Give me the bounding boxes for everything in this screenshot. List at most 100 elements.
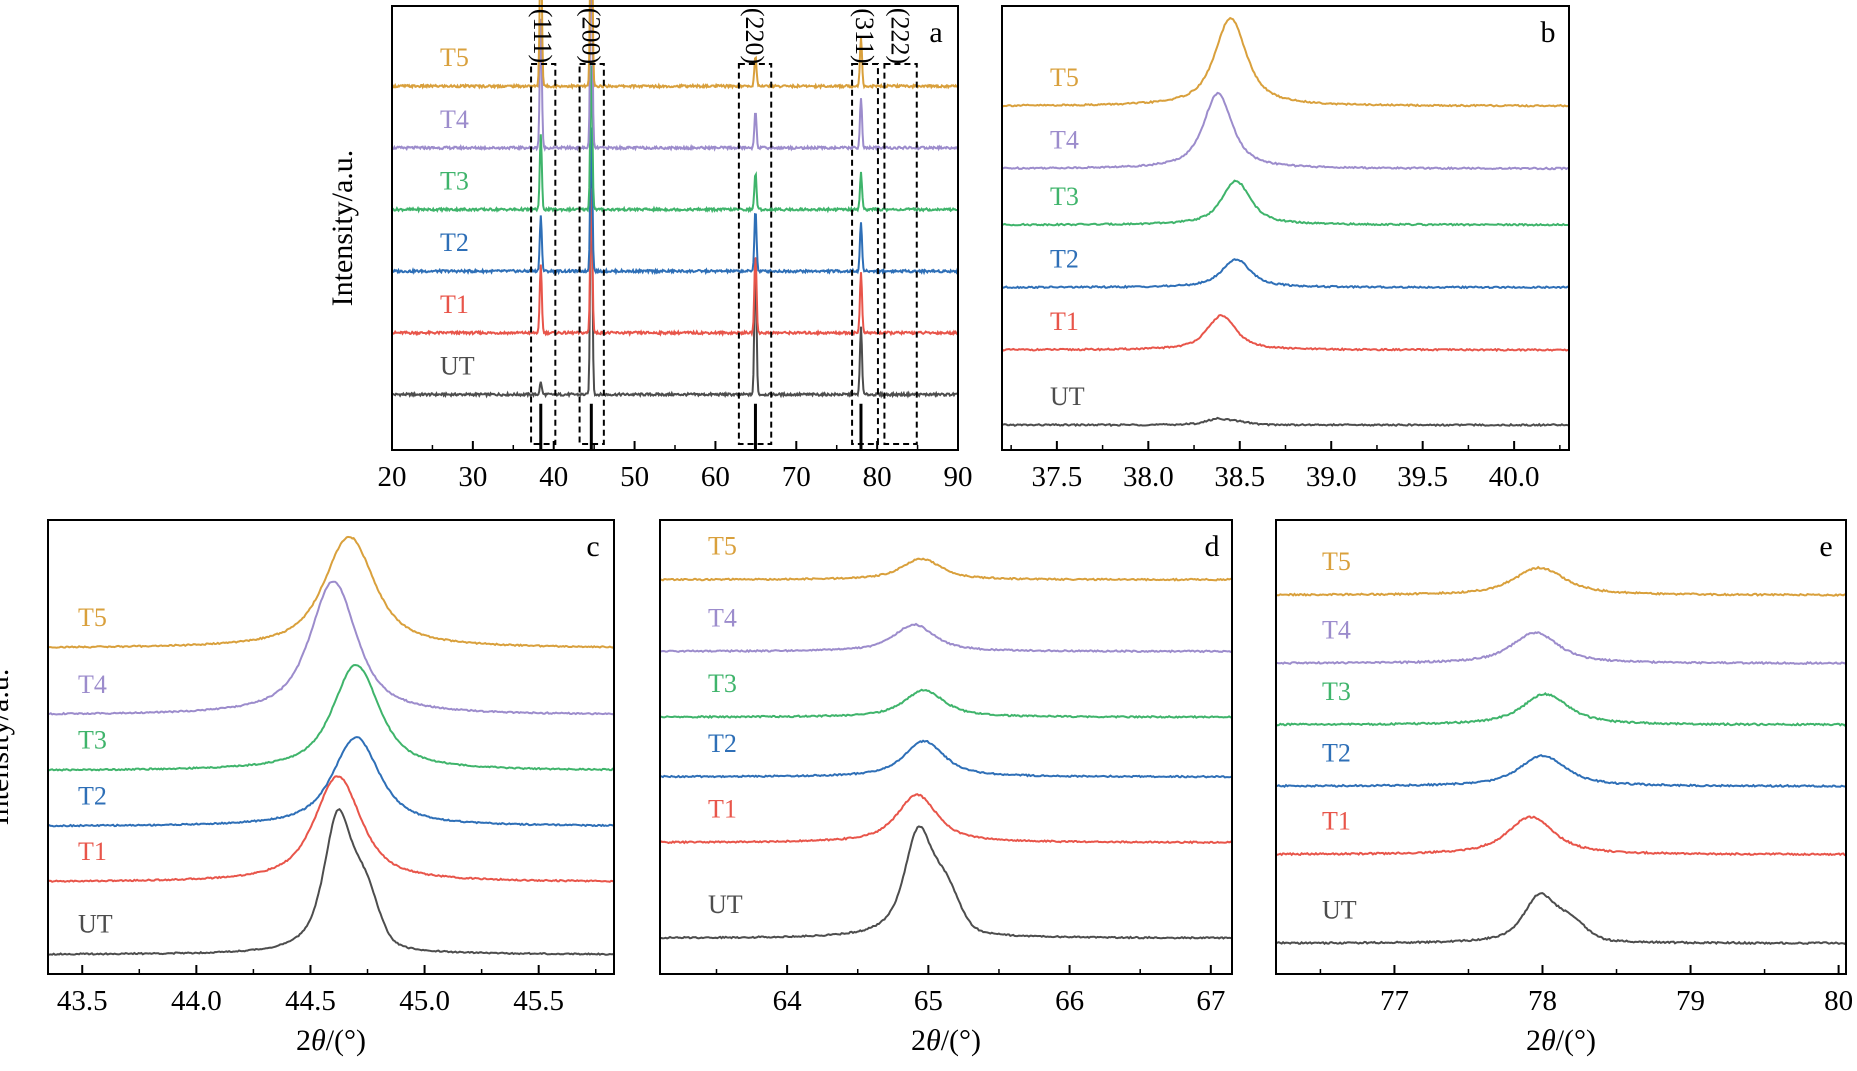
plot-frame: [47, 519, 615, 975]
x-tick-label: 64: [773, 985, 803, 1017]
series-label: T4: [708, 603, 737, 632]
series-line-T2: [391, 127, 959, 276]
peak-box: [883, 63, 918, 445]
x-tick-label: 66: [1055, 985, 1084, 1017]
series-line-T4: [47, 580, 615, 716]
x-tick-label: 65: [914, 985, 943, 1017]
series-label: T3: [78, 726, 107, 755]
series-label: T2: [708, 729, 737, 758]
series-label: T1: [1322, 807, 1351, 836]
x-axis-label: 2θ/(°): [911, 1024, 981, 1057]
series-label: T2: [1322, 738, 1351, 767]
peak-label: (311): [850, 8, 879, 63]
panel-letter: b: [1541, 16, 1556, 49]
panel-e: UT T1 T2 T3 T4 T5 77 78 79 80 e 2θ/(°): [1275, 519, 1853, 1057]
peak-label: (222): [886, 8, 915, 64]
x-tick-label: 37.5: [1031, 461, 1082, 493]
panel-letter: c: [586, 530, 599, 563]
series-label: T3: [708, 669, 737, 698]
x-axis-label: 2θ/(°): [1526, 1024, 1596, 1057]
series-label: T3: [1050, 182, 1079, 211]
series-label: UT: [440, 352, 475, 381]
series-line-T4: [1002, 91, 1569, 171]
series-line-T3: [47, 663, 615, 772]
y-axis-label: Intensity/a.u.: [326, 150, 359, 307]
series-label: T4: [1050, 126, 1079, 155]
peak-label: (200): [577, 8, 606, 64]
x-tick-label: 30: [458, 461, 487, 493]
series-line-T3: [391, 62, 959, 214]
peak-box: [530, 63, 557, 445]
series-line-T1: [1276, 815, 1847, 857]
series-label: T5: [440, 43, 469, 72]
panel-b: UT T1 T2 T3 T4 T5 37.5 38.0 38.5 39.0 39.5 40.0 b: [1001, 5, 1570, 493]
series-label: T3: [1322, 677, 1351, 706]
y-axis-label: Intensity/a.u.: [0, 669, 15, 826]
x-tick-label: 77: [1380, 985, 1409, 1017]
plot-frame: [1275, 519, 1847, 975]
series-label: T2: [1050, 244, 1079, 273]
series-line-UT: [391, 162, 959, 399]
peak-box: [851, 63, 879, 445]
x-tick-label: 80: [863, 461, 892, 493]
x-tick-label: 45.5: [513, 985, 564, 1017]
series-label: T5: [1050, 63, 1079, 92]
x-tick-label: 20: [378, 461, 407, 493]
x-tick-label: 78: [1528, 985, 1557, 1017]
peak-box: [737, 63, 773, 445]
series-label: T5: [1322, 547, 1351, 576]
x-tick-label: 79: [1676, 985, 1705, 1017]
x-tick-label: 44.5: [285, 985, 336, 1017]
peak-label: (111): [528, 9, 557, 63]
series-label: T1: [708, 795, 737, 824]
series-label: UT: [1050, 382, 1085, 411]
x-tick-label: 39.5: [1397, 461, 1448, 493]
series-line-T2: [1276, 753, 1846, 788]
panel-letter: e: [1819, 530, 1832, 563]
series-label: T2: [440, 228, 469, 257]
series-line-T4: [659, 622, 1233, 654]
series-label: T1: [78, 837, 107, 866]
x-tick-label: 80: [1824, 985, 1853, 1017]
series-line-T5: [1001, 16, 1569, 108]
x-tick-label: 44.0: [171, 985, 222, 1017]
panel-c: UT T1 T2 T3 T4 T5 43.5 44.0 44.5 45.0 45.5 c 2θ/(°) I…: [0, 519, 615, 1057]
panel-d: UT T1 T2 T3 T4 T5 64 65 66 67 d 2θ/(°): [659, 519, 1233, 1057]
x-tick-label: 50: [620, 461, 649, 493]
series-line-T1: [47, 775, 615, 883]
x-tick-label: 38.0: [1123, 461, 1174, 493]
series-line-T5: [391, 0, 959, 90]
series-label: T1: [440, 290, 469, 319]
panel-a: UT T1 T2 T3 T4 T5 (111) (200) (220) (311) (222) 20 3…: [326, 0, 973, 493]
x-tick-label: 38.5: [1214, 461, 1265, 493]
plot-frame: [659, 519, 1233, 975]
series-line-UT: [1001, 416, 1570, 427]
x-tick-label: 67: [1196, 985, 1225, 1017]
series-label: T3: [440, 167, 469, 196]
series-line-T4: [1275, 631, 1847, 666]
series-label: UT: [708, 890, 743, 919]
x-tick-label: 40: [539, 461, 568, 493]
x-tick-label: 60: [701, 461, 730, 493]
x-axis-label: 2θ/(°): [296, 1024, 366, 1057]
series-label: T4: [440, 105, 469, 134]
series-line-T2: [47, 736, 615, 828]
x-tick-label: 45.0: [399, 985, 450, 1017]
x-tick-label: 70: [782, 461, 811, 493]
plot-frame: [391, 5, 959, 451]
series-line-T2: [659, 739, 1233, 779]
series-line-T1: [391, 186, 959, 338]
series-line-UT: [47, 807, 615, 956]
panel-letter: a: [929, 16, 942, 49]
series-line-T3: [660, 688, 1233, 719]
series-line-T1: [659, 793, 1233, 845]
series-label: T1: [1050, 307, 1079, 336]
peak-label: (220): [740, 8, 769, 64]
peak-box: [578, 63, 605, 445]
series-line-T3: [1275, 692, 1847, 727]
series-label: T4: [1322, 615, 1351, 644]
series-line-UT: [1275, 892, 1847, 946]
panel-letter: d: [1205, 530, 1220, 563]
series-label: UT: [1322, 895, 1357, 924]
